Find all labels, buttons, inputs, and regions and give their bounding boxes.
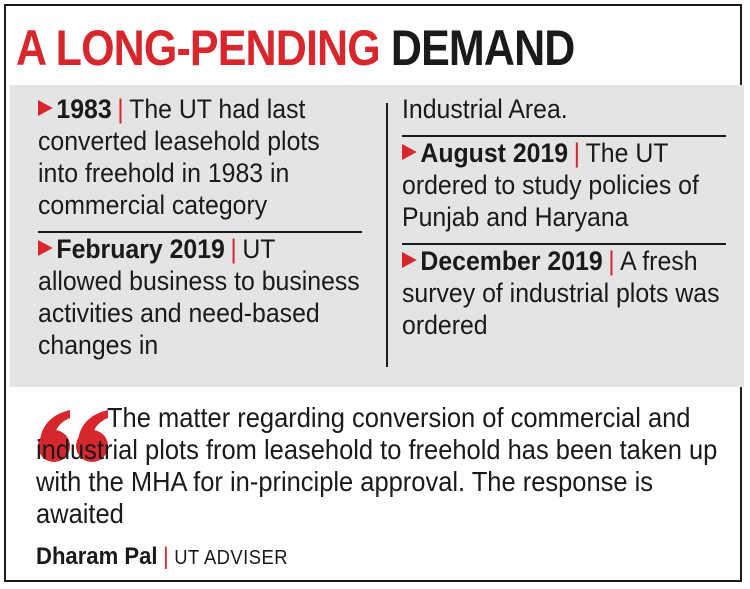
timeline-date: December 2019 <box>420 246 603 276</box>
timeline-text: UT allowed business to business activiti… <box>38 234 360 360</box>
column-divider <box>386 103 388 367</box>
arrow-icon <box>38 100 53 116</box>
separator-bar: | <box>608 246 615 276</box>
quote-attribution: Dharam Pal | UT ADVISER <box>36 542 288 573</box>
quote-marks-icon <box>38 410 108 462</box>
headline-accent: A LONG-PENDING <box>16 20 381 76</box>
separator-bar: | <box>230 234 237 264</box>
timeline-entry-feb-2019: February 2019 | UT allowed business to bus… <box>38 233 362 361</box>
headline-main: DEMAND <box>390 20 575 76</box>
speaker-name: Dharam Pal <box>36 543 158 570</box>
separator-bar: | <box>117 94 124 124</box>
quote-block: The matter regarding conversion of comme… <box>36 402 736 530</box>
timeline-date: February 2019 <box>56 234 225 264</box>
timeline-column-left: 1983 | The UT had last converted leasehold… <box>38 93 362 361</box>
quote-text: The matter regarding conversion of comme… <box>36 402 718 529</box>
arrow-icon <box>402 252 417 268</box>
timeline-panel: 1983 | The UT had last converted leasehold… <box>10 85 744 387</box>
timeline-column-right: Industrial Area. August 2019 | The UT orde… <box>402 93 726 341</box>
timeline-text: A fresh survey of industrial plots was o… <box>402 246 720 340</box>
arrow-icon <box>402 144 417 160</box>
entry-divider <box>38 231 362 233</box>
timeline-text: Industrial Area. <box>402 94 568 124</box>
entry-divider <box>402 243 726 245</box>
timeline-entry-aug-2019: August 2019 | The UT ordered to study poli… <box>402 137 726 233</box>
speaker-role: UT ADVISER <box>174 547 288 569</box>
timeline-entry-dec-2019: December 2019 | A fresh survey of industri… <box>402 245 726 341</box>
timeline-date: 1983 <box>56 94 112 124</box>
headline: A LONG-PENDING DEMAND <box>16 18 575 78</box>
separator-bar: | <box>573 138 581 168</box>
info-box: A LONG-PENDING DEMAND 1983 | The UT had la… <box>4 4 744 582</box>
arrow-icon <box>38 240 53 256</box>
timeline-date: August 2019 <box>420 138 569 168</box>
timeline-entry-1983: 1983 | The UT had last converted leasehold… <box>38 93 362 221</box>
separator-bar: | <box>163 543 169 570</box>
timeline-text: The UT ordered to study policies of Punj… <box>402 138 699 232</box>
entry-divider <box>402 135 726 137</box>
timeline-text: The UT had last converted leasehold plot… <box>38 94 320 220</box>
timeline-continuation: Industrial Area. <box>402 93 726 125</box>
